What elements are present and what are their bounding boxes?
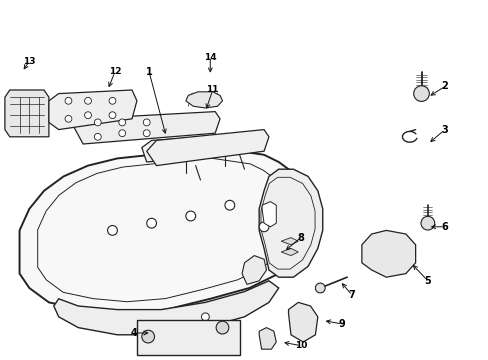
Circle shape: [84, 97, 91, 104]
Circle shape: [119, 119, 125, 126]
Polygon shape: [20, 148, 307, 313]
Circle shape: [185, 211, 195, 221]
Circle shape: [315, 283, 325, 293]
Polygon shape: [5, 90, 49, 137]
Polygon shape: [281, 238, 298, 245]
Circle shape: [371, 262, 380, 271]
FancyBboxPatch shape: [137, 320, 239, 355]
Circle shape: [391, 258, 400, 267]
Circle shape: [224, 200, 234, 210]
Polygon shape: [361, 230, 415, 277]
Circle shape: [109, 97, 116, 104]
Circle shape: [376, 237, 385, 246]
Polygon shape: [49, 90, 137, 130]
Polygon shape: [142, 133, 264, 162]
Circle shape: [94, 133, 101, 140]
Polygon shape: [262, 202, 276, 227]
Circle shape: [143, 119, 150, 126]
Text: 6: 6: [441, 222, 447, 232]
Polygon shape: [288, 302, 317, 342]
Polygon shape: [281, 248, 298, 256]
Polygon shape: [259, 328, 276, 349]
Polygon shape: [242, 256, 266, 284]
Text: 2: 2: [441, 81, 447, 91]
Circle shape: [109, 112, 116, 119]
Circle shape: [107, 225, 117, 235]
Polygon shape: [185, 92, 222, 108]
Circle shape: [94, 119, 101, 126]
Text: 13: 13: [23, 57, 36, 66]
Polygon shape: [259, 169, 322, 277]
Polygon shape: [146, 130, 268, 166]
Text: 9: 9: [338, 319, 345, 329]
Text: 10: 10: [294, 341, 306, 350]
Text: 7: 7: [348, 290, 355, 300]
Text: 8: 8: [297, 233, 304, 243]
Circle shape: [119, 130, 125, 137]
Circle shape: [65, 115, 72, 122]
Text: 14: 14: [203, 53, 216, 62]
Circle shape: [216, 321, 228, 334]
Polygon shape: [54, 281, 278, 335]
Text: 1: 1: [145, 67, 152, 77]
Text: 4: 4: [131, 328, 138, 338]
Text: 11: 11: [206, 85, 219, 94]
Text: 3: 3: [441, 125, 447, 135]
Text: 5: 5: [424, 276, 430, 286]
Text: 12: 12: [108, 68, 121, 77]
Circle shape: [143, 130, 150, 137]
Circle shape: [142, 330, 154, 343]
Circle shape: [65, 97, 72, 104]
Circle shape: [201, 313, 209, 321]
Circle shape: [396, 240, 405, 249]
Circle shape: [413, 86, 428, 102]
Circle shape: [146, 218, 156, 228]
Circle shape: [259, 222, 268, 232]
Polygon shape: [73, 112, 220, 144]
Circle shape: [420, 216, 434, 230]
Circle shape: [84, 112, 91, 119]
